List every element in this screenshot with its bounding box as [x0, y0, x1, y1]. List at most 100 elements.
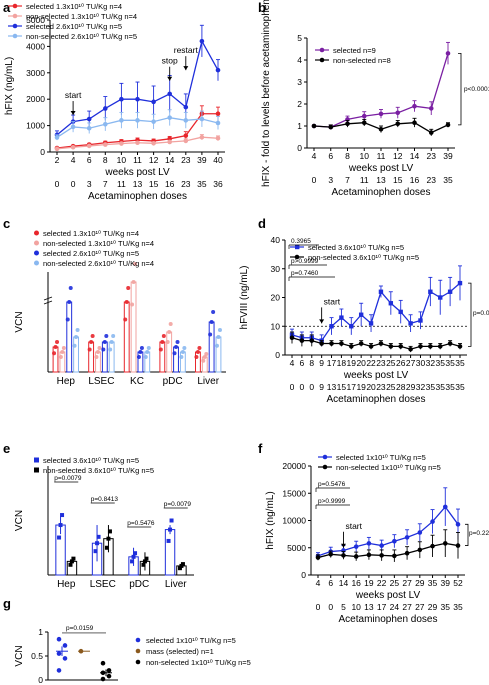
legend-label: selected 3.6x10¹⁰ TU/Kg n=5 — [43, 456, 139, 465]
data-point — [204, 352, 209, 356]
y-tick-label: 2 — [297, 99, 302, 109]
data-point — [215, 120, 221, 126]
data-point — [111, 334, 116, 338]
data-point — [442, 541, 448, 546]
data-point — [180, 350, 185, 354]
data-point — [430, 543, 435, 549]
y-tick-label: 10000 — [282, 516, 306, 526]
data-point — [398, 309, 403, 315]
data-point — [135, 118, 140, 123]
legend-label: non-selected 3.6x10¹⁰ TU/Kg n=5 — [43, 466, 154, 475]
x-tick-label: 26 — [396, 358, 406, 368]
legend-label: selected 1.3x10¹⁰ TU/Kg n=4 — [26, 2, 122, 11]
panel-label: g — [3, 596, 11, 611]
x-tick-label: 8 — [103, 155, 108, 165]
y-axis-title: VCN — [14, 311, 25, 332]
x2-tick-label: 20 — [366, 382, 376, 392]
data-point — [194, 355, 199, 359]
data-point — [168, 527, 173, 532]
data-point — [417, 547, 423, 553]
data-point — [216, 335, 221, 339]
x-tick-label: LSEC — [90, 579, 116, 590]
data-point — [142, 559, 147, 564]
x2-tick-label: 23 — [181, 179, 191, 189]
p-value: p=0.0079 — [164, 501, 192, 508]
legend-marker — [135, 637, 141, 643]
x2-tick-label: 0 — [312, 175, 317, 185]
p-value: p=0.8413 — [91, 496, 119, 503]
data-point — [349, 324, 354, 329]
data-point — [168, 322, 173, 326]
x-axis-title: weeks post LV — [343, 370, 409, 381]
y-tick-label: 0 — [297, 143, 302, 153]
data-point — [94, 355, 99, 359]
bar — [88, 341, 95, 373]
data-point — [124, 300, 129, 304]
data-point — [175, 340, 180, 344]
x-tick-label: 4 — [290, 358, 295, 368]
data-point — [145, 350, 150, 354]
data-point — [52, 351, 57, 356]
data-point — [130, 302, 135, 307]
x-tick-label: 12 — [393, 151, 403, 161]
x2-axis-title: Acetaminophen doses — [88, 191, 187, 202]
x-tick-label: 2 — [55, 155, 60, 165]
x2-tick-label: 16 — [165, 179, 175, 189]
legend-label: selected n=9 — [333, 46, 376, 55]
data-point — [167, 115, 172, 120]
data-point — [299, 338, 305, 343]
x2-tick-label: 13 — [133, 179, 143, 189]
bar — [137, 351, 144, 373]
data-point — [412, 120, 417, 125]
y-tick-label: 4 — [297, 55, 302, 65]
data-point — [183, 104, 189, 110]
x2-tick-label: 7 — [103, 179, 108, 189]
data-point — [180, 562, 185, 567]
x-tick-label: 14 — [165, 155, 175, 165]
data-point — [211, 310, 216, 314]
x2-tick-label: 35 — [453, 602, 463, 612]
data-point — [62, 656, 68, 661]
data-point — [133, 262, 138, 266]
data-point — [60, 350, 65, 354]
data-point — [215, 111, 221, 117]
data-point — [183, 138, 189, 144]
x2-tick-label: 35 — [197, 179, 207, 189]
data-point — [86, 116, 92, 122]
data-point — [202, 355, 207, 359]
data-point — [215, 67, 221, 73]
x-tick-label: 10 — [360, 151, 370, 161]
x-tick-label: 39 — [443, 151, 453, 161]
legend-marker — [34, 250, 39, 256]
data-point — [289, 335, 295, 341]
data-point — [61, 346, 66, 350]
data-point — [141, 562, 146, 567]
annotation-stop: stop — [162, 56, 178, 66]
data-point — [428, 344, 433, 349]
x-tick-label: LSEC — [88, 376, 114, 387]
data-point — [68, 562, 73, 567]
y-tick-label: 40 — [271, 235, 281, 245]
x2-tick-label: 0 — [300, 382, 305, 392]
x-tick-label: 6 — [328, 151, 333, 161]
y-tick-label: 1 — [297, 121, 302, 131]
series-1 — [315, 529, 461, 562]
data-point — [69, 559, 74, 564]
arrow-head — [340, 543, 346, 548]
data-point — [199, 38, 205, 44]
data-point — [457, 280, 463, 286]
data-point — [437, 344, 443, 349]
data-point — [329, 324, 334, 329]
p-value: p=0.0079 — [473, 310, 489, 317]
series-line — [291, 282, 461, 342]
y-tick-label: 5000 — [287, 543, 306, 553]
data-point — [89, 340, 94, 344]
data-point — [104, 545, 109, 550]
y-tick-label: 1000 — [26, 121, 45, 131]
x-tick-label: 8 — [345, 151, 350, 161]
x2-tick-label: 35 — [443, 175, 453, 185]
y-tick-label: 0 — [301, 570, 306, 580]
data-point — [119, 118, 124, 123]
x-axis-title: weeks post LV — [348, 163, 414, 174]
panel-g: g 0 0.5 1 VCN p=0.0159 selected 1x10¹⁰ TU/Kg n… — [3, 596, 251, 685]
